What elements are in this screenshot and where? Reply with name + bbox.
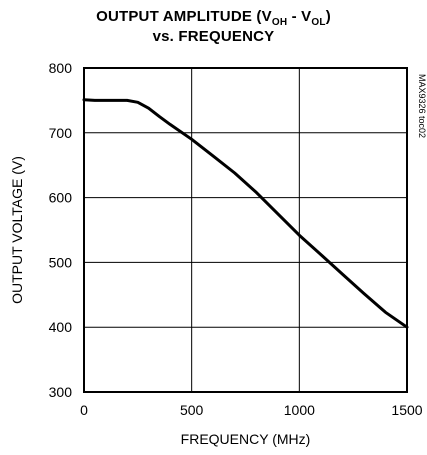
x-tick-labels: 0 500 1000 1500 <box>80 402 423 418</box>
x-axis-label: FREQUENCY (MHz) <box>181 431 311 447</box>
y-tick-label: 500 <box>49 254 73 270</box>
y-tick-label: 300 <box>49 384 73 400</box>
y-tick-label: 400 <box>49 319 73 335</box>
chart-title: OUTPUT AMPLITUDE (VOH - VOL) <box>96 8 331 28</box>
series-line <box>82 98 409 329</box>
y-tick-label: 600 <box>49 190 73 206</box>
y-axis-label: OUTPUT VOLTAGE (V) <box>9 156 25 304</box>
x-tick-label: 1500 <box>391 402 422 418</box>
x-tick-label: 500 <box>180 402 204 418</box>
document-code: MAX9326 toc02 <box>417 74 427 138</box>
y-tick-label: 800 <box>49 60 73 76</box>
y-tick-labels: 300 400 500 600 700 800 <box>49 60 73 400</box>
grid-lines <box>84 68 407 392</box>
plot-frame <box>83 67 408 393</box>
x-tick-label: 1000 <box>284 402 315 418</box>
y-tick-label: 700 <box>49 125 73 141</box>
x-tick-label: 0 <box>80 402 88 418</box>
chart-subtitle: vs. FREQUENCY <box>152 28 275 45</box>
